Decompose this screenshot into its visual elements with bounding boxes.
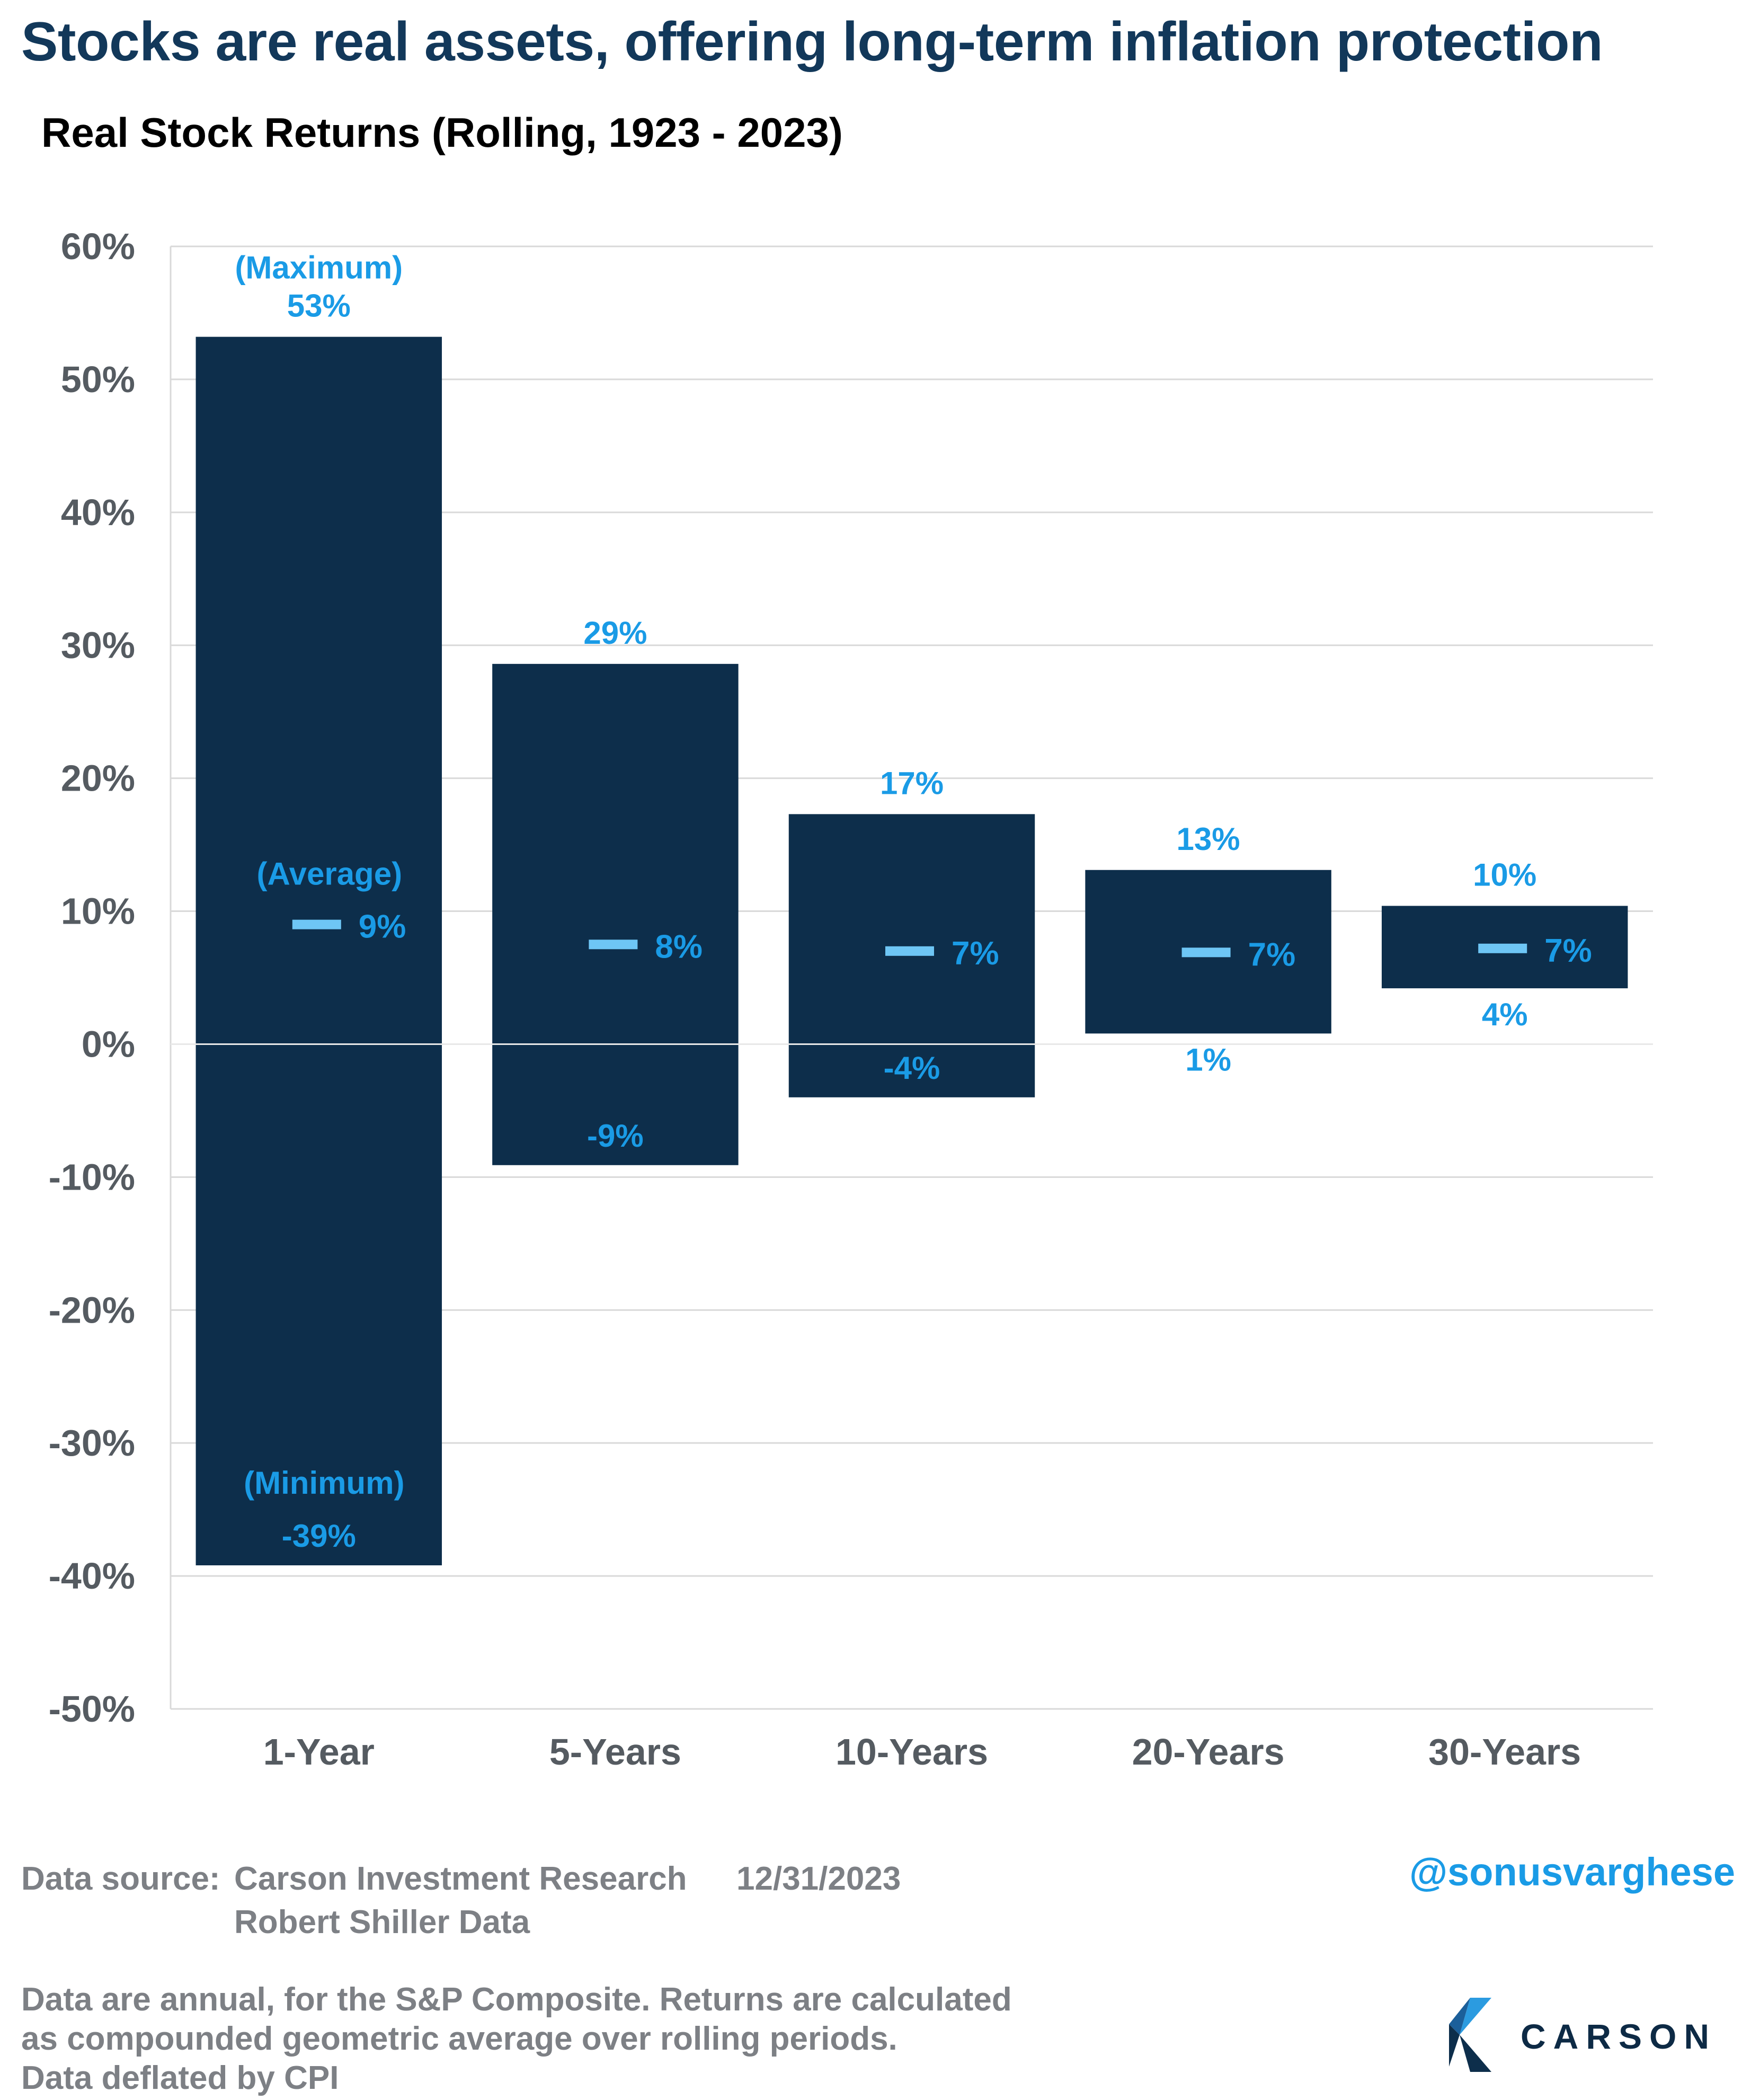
average-marker [589,940,638,950]
x-tick-label: 20-Years [1132,1731,1285,1773]
x-tick-label: 30-Years [1428,1731,1581,1773]
min-label: -39% [282,1518,356,1554]
y-tick-label: 10% [61,891,135,932]
y-tick-label: 60% [61,226,135,267]
y-tick-label: -30% [49,1422,135,1464]
min-label: -9% [587,1118,644,1154]
carson-logo-icon [1449,1998,1491,2072]
data-source-name: Carson Investment Research [234,1860,687,1897]
x-tick-label: 5-Years [549,1731,681,1773]
y-tick-label: 50% [61,359,135,400]
data-date: 12/31/2023 [736,1860,901,1897]
x-tick-label: 1-Year [263,1731,375,1773]
average-annotation: (Average) [257,856,403,892]
min-label: -4% [884,1050,940,1086]
chart-subtitle: Real Stock Returns (Rolling, 1923 - 2023… [41,109,843,156]
max-label: 10% [1473,857,1536,893]
y-tick-label: 0% [82,1023,135,1065]
max-label: 53% [287,288,351,324]
y-tick-label: 30% [61,625,135,666]
data-source-label: Data source: [21,1860,220,1897]
y-tick-label: -10% [49,1156,135,1198]
average-label: 7% [1248,936,1296,973]
carson-logo-text: CARSON [1521,2017,1717,2056]
average-marker [885,946,934,956]
twitter-handle[interactable]: @sonusvarghese [1409,1850,1735,1894]
methodology-note-3: Data deflated by CPI [21,2060,339,2096]
y-tick-label: 40% [61,492,135,533]
average-marker [292,919,341,929]
data-source-name-2: Robert Shiller Data [234,1904,530,1940]
minimum-annotation: (Minimum) [244,1465,404,1501]
range-bar-chart: 60% 50% 40% 30% 20% 10% 0% -10% -20% -30% -40% -50%… [49,226,1653,1773]
average-marker [1478,943,1527,953]
maximum-annotation: (Maximum) [235,250,403,286]
average-label: 8% [655,928,703,965]
range-bar [492,663,739,1165]
x-tick-label: 10-Years [835,1731,988,1773]
y-tick-label: 20% [61,758,135,799]
max-label: 29% [583,615,647,651]
average-label: 7% [1544,933,1592,969]
max-label: 17% [880,765,944,801]
y-tick-label: -20% [49,1289,135,1331]
average-marker [1181,947,1231,958]
range-bar [195,336,442,1566]
methodology-note-1: Data are annual, for the S&P Composite. … [21,1981,1012,2018]
min-label: 1% [1185,1042,1231,1077]
y-tick-label: -50% [49,1688,135,1730]
max-label: 13% [1177,821,1240,857]
carson-logo: CARSON [1438,1992,1746,2077]
methodology-note-2: as compounded geometric average over rol… [21,2021,897,2057]
average-label: 9% [359,909,406,945]
min-label: 4% [1482,997,1528,1032]
y-tick-label: -40% [49,1555,135,1597]
chart-title: Stocks are real assets, offering long-te… [21,11,1603,73]
average-label: 7% [952,935,999,972]
